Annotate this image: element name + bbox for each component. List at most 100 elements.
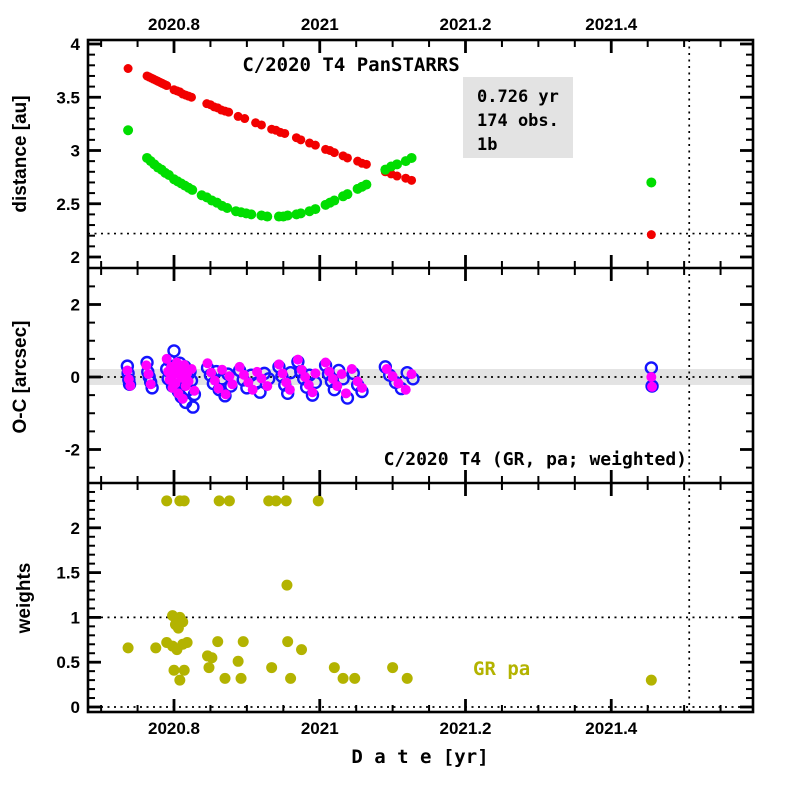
- y-tick-label: 3.5: [56, 88, 80, 107]
- dec-residuals-point: [393, 378, 404, 389]
- dec-residuals-point: [186, 364, 197, 375]
- dec-residuals-point: [327, 373, 338, 384]
- dec-residuals-point: [141, 360, 152, 371]
- observation-weights-point: [213, 495, 225, 507]
- info-box-line-obs: 174 obs.: [477, 111, 559, 131]
- y-axis-label-residuals: O-C [arcsec]: [10, 321, 31, 434]
- heliocentric-distance-point: [224, 107, 234, 117]
- heliocentric-distance-point: [240, 114, 250, 124]
- y-tick-label: 1.5: [56, 564, 80, 583]
- dec-residuals-point: [227, 379, 238, 390]
- dec-residuals-point: [336, 369, 347, 380]
- info-box: [463, 77, 573, 158]
- dec-residuals-point: [381, 364, 392, 375]
- heliocentric-distance-point: [392, 171, 402, 181]
- dec-residuals-point: [262, 381, 273, 392]
- observation-weights-point: [232, 655, 244, 667]
- observation-weights-point: [328, 662, 340, 674]
- dec-residuals-point: [400, 384, 411, 395]
- dec-residuals-point: [310, 368, 321, 379]
- dec-residuals-point: [646, 372, 657, 382]
- info-box-line-arc: 0.726 yr: [477, 87, 559, 107]
- dec-residuals-point: [202, 358, 213, 369]
- y-tick-label: 4: [71, 35, 81, 54]
- geocentric-distance-point: [262, 211, 273, 222]
- y-tick-label: 0: [71, 698, 80, 717]
- y-tick-label: -2: [65, 441, 80, 460]
- dec-residuals-point: [224, 371, 235, 382]
- x-tick-label-bottom: 2020.8: [148, 719, 200, 738]
- weights-series-label: GR pa: [473, 658, 530, 680]
- geocentric-distance-point: [310, 204, 321, 215]
- dec-residuals-point: [346, 364, 357, 375]
- residuals-panel-label: C/2020 T4 (GR, pa; weighted): [384, 449, 687, 470]
- heliocentric-distance-point: [186, 92, 196, 102]
- dec-residuals-point: [277, 368, 288, 379]
- observation-weights-point: [174, 674, 186, 686]
- heliocentric-distance-point: [162, 81, 172, 91]
- dec-residuals-point: [213, 383, 224, 394]
- observation-weights-point: [296, 644, 308, 656]
- observation-weights-point: [122, 642, 134, 654]
- observation-weights-point: [223, 495, 235, 507]
- dec-residuals-point: [387, 371, 398, 382]
- observation-weights-point: [401, 672, 413, 684]
- heliocentric-distance-point: [329, 148, 339, 158]
- dec-residuals-point: [320, 357, 331, 368]
- x-tick-label-bottom: 2021: [301, 719, 339, 738]
- observation-weights-point: [168, 664, 180, 676]
- dec-residuals-point: [206, 367, 217, 378]
- dec-residuals-point: [183, 376, 194, 387]
- observation-weights-point: [281, 579, 293, 591]
- heliocentric-distance-point: [342, 153, 352, 163]
- ra-residuals-point: [186, 400, 200, 414]
- observation-weights-point: [178, 495, 190, 507]
- dec-residuals-point: [143, 369, 154, 380]
- observation-weights-point: [235, 672, 247, 684]
- x-tick-label-top: 2021: [301, 15, 339, 34]
- info-box-line-note: 1b: [477, 135, 497, 155]
- observation-weights-point: [282, 636, 294, 648]
- heliocentric-distance-point: [280, 128, 290, 138]
- geocentric-distance-point: [406, 152, 417, 163]
- y-tick-label: 0: [71, 368, 80, 387]
- y-tick-label: 3: [71, 142, 80, 161]
- dec-residuals-point: [647, 381, 658, 392]
- observation-weights-point: [161, 495, 173, 507]
- dec-residuals-point: [307, 387, 318, 398]
- x-tick-label-bottom: 2021.4: [585, 719, 638, 738]
- observation-weights-point: [285, 672, 297, 684]
- dec-residuals-point: [406, 369, 417, 380]
- y-tick-label: 2.5: [56, 195, 80, 214]
- x-tick-label-bottom: 2021.2: [440, 719, 492, 738]
- dec-residuals-point: [234, 361, 245, 372]
- geocentric-distance-point: [361, 179, 372, 190]
- observation-weights-point: [181, 636, 193, 648]
- observation-weights-point: [266, 662, 278, 674]
- x-tick-label-top: 2021.4: [585, 15, 638, 34]
- y-tick-label: 2: [71, 296, 80, 315]
- y-axis-label-weights: weights: [14, 563, 35, 635]
- dec-residuals-point: [125, 380, 136, 391]
- observation-weights-point: [206, 652, 218, 664]
- heliocentric-distance-point: [361, 159, 371, 169]
- observation-weights-point: [280, 495, 292, 507]
- geocentric-distance-point: [187, 184, 198, 195]
- observation-weights-point: [203, 662, 215, 674]
- y-tick-label: 1: [71, 608, 80, 627]
- heliocentric-distance-point: [296, 135, 306, 145]
- y-tick-label: 2: [71, 519, 80, 538]
- observation-weights-point: [645, 674, 657, 686]
- geocentric-distance-point: [342, 189, 353, 200]
- dec-residuals-point: [179, 360, 190, 371]
- y-axis-label-distance: distance [au]: [10, 95, 31, 212]
- dec-residuals-point: [273, 359, 284, 370]
- observation-weights-point: [178, 664, 190, 676]
- observation-weights-point: [270, 495, 282, 507]
- observation-weights-point: [212, 636, 224, 648]
- geocentric-distance-point: [295, 208, 306, 219]
- dec-residuals-point: [300, 372, 311, 382]
- observation-weights-point: [312, 495, 324, 507]
